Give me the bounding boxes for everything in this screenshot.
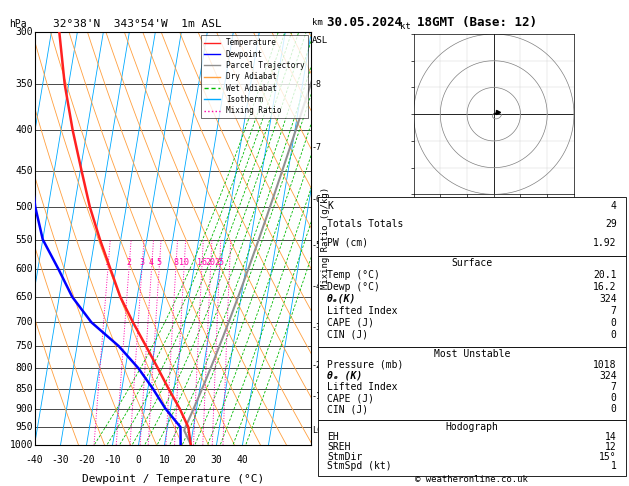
Text: Surface: Surface (451, 258, 493, 268)
Text: StmDir: StmDir (327, 451, 362, 462)
Text: PW (cm): PW (cm) (327, 238, 368, 247)
Text: 300: 300 (16, 27, 33, 36)
Text: -6: -6 (312, 195, 322, 205)
Text: CAPE (J): CAPE (J) (327, 318, 374, 328)
Text: 32°38'N  343°54'W  1m ASL: 32°38'N 343°54'W 1m ASL (53, 19, 222, 29)
Text: CIN (J): CIN (J) (327, 404, 368, 414)
Text: 20: 20 (185, 455, 196, 465)
Text: -40: -40 (26, 455, 43, 465)
Text: -20: -20 (78, 455, 96, 465)
Text: 500: 500 (16, 202, 33, 212)
Text: 1.92: 1.92 (593, 238, 616, 247)
Text: © weatheronline.co.uk: © weatheronline.co.uk (415, 474, 528, 484)
Text: 20: 20 (206, 259, 216, 267)
Text: Hodograph: Hodograph (445, 422, 498, 432)
Text: -7: -7 (312, 142, 322, 152)
Text: θₑ (K): θₑ (K) (327, 371, 362, 381)
Text: 12: 12 (605, 442, 616, 452)
Text: CIN (J): CIN (J) (327, 330, 368, 340)
Text: 750: 750 (16, 341, 33, 351)
Text: 0: 0 (611, 330, 616, 340)
Text: Pressure (mb): Pressure (mb) (327, 360, 403, 370)
Text: 1: 1 (611, 461, 616, 471)
Text: -30: -30 (52, 455, 69, 465)
Text: 5: 5 (157, 259, 162, 267)
Text: Lifted Index: Lifted Index (327, 306, 398, 316)
Text: 450: 450 (16, 166, 33, 176)
Text: Dewp (°C): Dewp (°C) (327, 282, 380, 292)
Text: 0: 0 (611, 393, 616, 403)
Text: 600: 600 (16, 264, 33, 275)
Text: -1: -1 (312, 392, 322, 401)
Text: 29: 29 (605, 219, 616, 229)
Text: StmSpd (kt): StmSpd (kt) (327, 461, 391, 471)
Text: -8: -8 (312, 80, 322, 89)
Text: 3: 3 (140, 259, 145, 267)
Legend: Temperature, Dewpoint, Parcel Trajectory, Dry Adiabat, Wet Adiabat, Isotherm, Mi: Temperature, Dewpoint, Parcel Trajectory… (201, 35, 308, 118)
Text: 1000: 1000 (9, 440, 33, 450)
Text: 16.2: 16.2 (593, 282, 616, 292)
Text: 324: 324 (599, 371, 616, 381)
Text: 30.05.2024  18GMT (Base: 12): 30.05.2024 18GMT (Base: 12) (327, 16, 537, 29)
Text: 8: 8 (173, 259, 178, 267)
Bar (318, 256, 626, 347)
Text: LCL: LCL (312, 426, 327, 435)
Text: 4: 4 (611, 201, 616, 211)
Text: 25: 25 (214, 259, 225, 267)
Text: 950: 950 (16, 422, 33, 432)
Text: 7: 7 (611, 382, 616, 392)
Text: 0: 0 (136, 455, 142, 465)
Text: 850: 850 (16, 384, 33, 394)
Text: 15°: 15° (599, 451, 616, 462)
Text: 324: 324 (599, 294, 616, 304)
Text: θₑ(K): θₑ(K) (327, 294, 356, 304)
Text: Most Unstable: Most Unstable (433, 348, 510, 359)
Bar (318, 347, 626, 420)
Text: K: K (327, 201, 333, 211)
Text: 1018: 1018 (593, 360, 616, 370)
Text: Mixing Ratio (g/kg): Mixing Ratio (g/kg) (321, 187, 330, 289)
Text: 0: 0 (611, 318, 616, 328)
Text: kt: kt (399, 22, 410, 31)
Text: 4: 4 (149, 259, 154, 267)
Text: ASL: ASL (312, 36, 328, 45)
Text: 40: 40 (237, 455, 248, 465)
Text: 2: 2 (126, 259, 131, 267)
Text: 400: 400 (16, 125, 33, 135)
Text: 700: 700 (16, 317, 33, 327)
Text: Dewpoint / Temperature (°C): Dewpoint / Temperature (°C) (82, 473, 264, 484)
Text: CAPE (J): CAPE (J) (327, 393, 374, 403)
Text: 30: 30 (211, 455, 223, 465)
Text: 20.1: 20.1 (593, 270, 616, 279)
Text: -2: -2 (312, 362, 322, 370)
Text: 14: 14 (605, 432, 616, 442)
Text: SREH: SREH (327, 442, 350, 452)
Text: km: km (312, 18, 323, 27)
Text: 10: 10 (179, 259, 189, 267)
Text: Totals Totals: Totals Totals (327, 219, 403, 229)
Text: -10: -10 (104, 455, 121, 465)
Text: EH: EH (327, 432, 338, 442)
Text: hPa: hPa (9, 19, 27, 29)
Text: 550: 550 (16, 235, 33, 244)
Text: 800: 800 (16, 363, 33, 373)
Text: -4: -4 (312, 282, 322, 291)
Text: Temp (°C): Temp (°C) (327, 270, 380, 279)
Text: 1: 1 (105, 259, 110, 267)
Text: 350: 350 (16, 80, 33, 89)
Bar (318, 420, 626, 476)
Text: -3: -3 (312, 323, 322, 331)
Bar (318, 197, 626, 256)
Text: 900: 900 (16, 403, 33, 414)
Text: 10: 10 (159, 455, 170, 465)
Text: 7: 7 (611, 306, 616, 316)
Text: 16: 16 (197, 259, 207, 267)
Text: 0: 0 (611, 404, 616, 414)
Text: 650: 650 (16, 292, 33, 302)
Text: -5: -5 (312, 241, 322, 250)
Text: Lifted Index: Lifted Index (327, 382, 398, 392)
